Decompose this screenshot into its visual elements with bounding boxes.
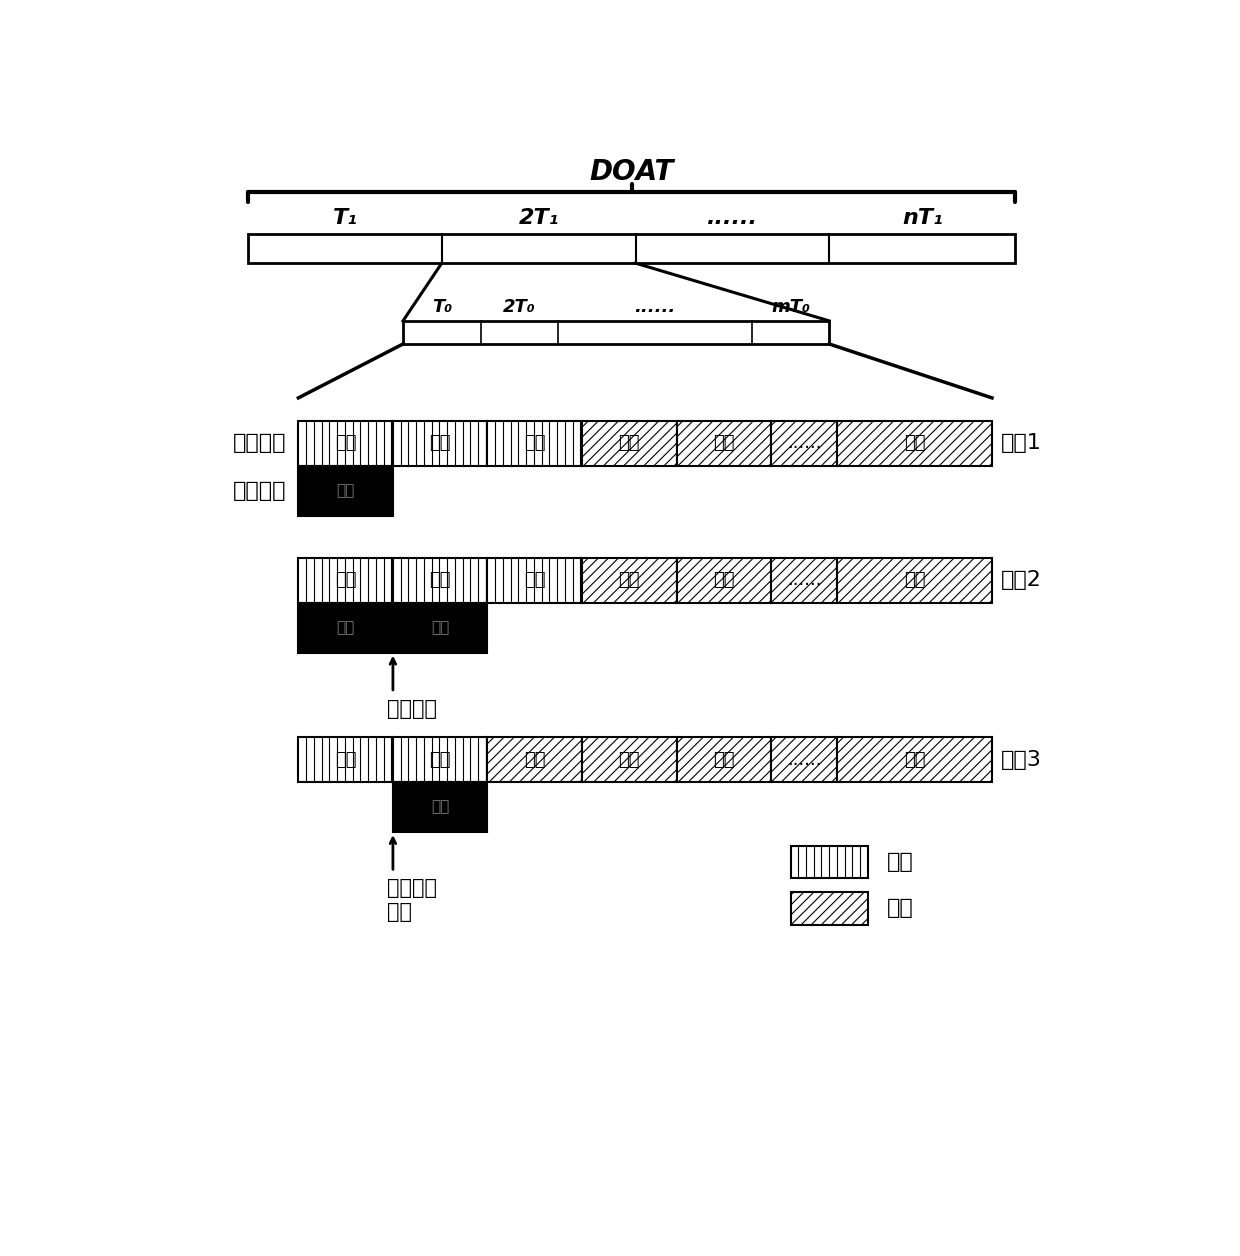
Text: 数据: 数据 bbox=[713, 571, 734, 589]
Text: 导频: 导频 bbox=[336, 484, 355, 499]
Text: 业务信道: 业务信道 bbox=[233, 433, 286, 453]
Bar bbox=[837, 558, 992, 603]
Text: 数据: 数据 bbox=[429, 751, 451, 769]
Bar bbox=[299, 421, 393, 466]
Bar bbox=[393, 558, 487, 603]
Text: 数据: 数据 bbox=[525, 751, 546, 769]
Text: 下行: 下行 bbox=[888, 898, 914, 918]
Text: ......: ...... bbox=[634, 298, 676, 317]
Text: 数据: 数据 bbox=[619, 435, 640, 452]
Text: 导频: 导频 bbox=[336, 620, 355, 636]
Text: 数据: 数据 bbox=[713, 435, 734, 452]
Bar bbox=[677, 737, 771, 782]
Text: 信道突变: 信道突变 bbox=[387, 698, 436, 718]
Bar bbox=[582, 421, 677, 466]
Text: 导频: 导频 bbox=[432, 620, 449, 636]
Text: 数据: 数据 bbox=[619, 571, 640, 589]
Text: 情况2: 情况2 bbox=[1001, 570, 1042, 590]
Text: ......: ...... bbox=[787, 571, 821, 589]
Bar bbox=[487, 421, 582, 466]
Bar bbox=[393, 782, 487, 833]
Text: 控制信道: 控制信道 bbox=[233, 481, 286, 501]
Bar bbox=[299, 603, 393, 653]
Text: T₀: T₀ bbox=[432, 298, 451, 317]
Bar bbox=[487, 737, 582, 782]
Text: 情况3: 情况3 bbox=[1001, 750, 1042, 770]
Text: 常规信道
估计: 常规信道 估计 bbox=[387, 878, 436, 922]
Text: 数据: 数据 bbox=[904, 571, 925, 589]
Bar bbox=[771, 421, 837, 466]
Bar bbox=[582, 558, 677, 603]
Text: ......: ...... bbox=[707, 207, 758, 227]
Text: nT₁: nT₁ bbox=[901, 207, 942, 227]
Bar bbox=[487, 558, 582, 603]
Bar bbox=[837, 737, 992, 782]
Bar bbox=[771, 737, 837, 782]
Text: 导频: 导频 bbox=[335, 751, 356, 769]
Bar bbox=[299, 466, 393, 516]
Bar bbox=[791, 892, 868, 924]
Bar bbox=[248, 234, 1016, 264]
Bar bbox=[299, 558, 393, 603]
Text: 数据: 数据 bbox=[619, 751, 640, 769]
Bar bbox=[393, 421, 487, 466]
Text: 数据: 数据 bbox=[713, 751, 734, 769]
Text: 数据: 数据 bbox=[429, 435, 451, 452]
Text: 上行: 上行 bbox=[888, 853, 914, 872]
Bar bbox=[837, 421, 992, 466]
Bar bbox=[403, 320, 830, 344]
Text: T₁: T₁ bbox=[332, 207, 357, 227]
Text: DOAT: DOAT bbox=[589, 158, 673, 186]
Text: 情况1: 情况1 bbox=[1001, 433, 1042, 453]
Text: 2T₀: 2T₀ bbox=[503, 298, 536, 317]
Bar bbox=[393, 603, 487, 653]
Bar bbox=[677, 421, 771, 466]
Text: mT₀: mT₀ bbox=[771, 298, 810, 317]
Text: 数据: 数据 bbox=[335, 571, 356, 589]
Bar bbox=[393, 737, 487, 782]
Bar bbox=[582, 737, 677, 782]
Text: 2T₁: 2T₁ bbox=[518, 207, 559, 227]
Text: 数据: 数据 bbox=[904, 435, 925, 452]
Text: 数据: 数据 bbox=[335, 435, 356, 452]
Text: 数据: 数据 bbox=[904, 751, 925, 769]
Bar bbox=[791, 847, 868, 878]
Text: 导频: 导频 bbox=[432, 800, 449, 815]
Text: 导频: 导频 bbox=[525, 571, 546, 589]
Bar bbox=[771, 558, 837, 603]
Text: ......: ...... bbox=[787, 435, 821, 452]
Bar bbox=[299, 737, 393, 782]
Text: ......: ...... bbox=[787, 751, 821, 769]
Text: 数据: 数据 bbox=[525, 435, 546, 452]
Text: 数据: 数据 bbox=[429, 571, 451, 589]
Bar bbox=[677, 558, 771, 603]
